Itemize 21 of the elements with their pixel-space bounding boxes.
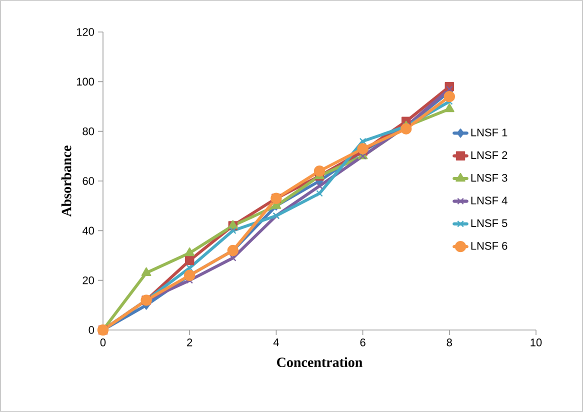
x-tick-label: 10 bbox=[530, 338, 542, 346]
y-tick-label: 0 bbox=[88, 326, 94, 334]
x-axis-title: Concentration bbox=[277, 357, 362, 368]
legend-label: LNSF 6 bbox=[471, 242, 508, 250]
y-axis-title: Absorbance bbox=[61, 146, 72, 217]
x-tick-label: 2 bbox=[187, 338, 192, 346]
y-tick-label: 40 bbox=[82, 226, 94, 235]
y-tick-label: 120 bbox=[76, 28, 94, 36]
legend-label: LNSF 2 bbox=[471, 151, 508, 160]
legend-label: LNSF 3 bbox=[471, 174, 508, 182]
legend-label: LNSF 4 bbox=[471, 196, 508, 204]
legend-label: LNSF 5 bbox=[471, 219, 508, 228]
legend-label: LNSF 1 bbox=[471, 128, 508, 136]
y-tick-label: 100 bbox=[76, 78, 94, 86]
x-tick-label: 6 bbox=[360, 338, 366, 346]
y-tick-label: 60 bbox=[82, 177, 94, 185]
y-tick-label: 80 bbox=[82, 127, 94, 136]
x-tick-label: 8 bbox=[446, 338, 452, 346]
x-tick-label: 4 bbox=[273, 338, 279, 346]
y-tick-label: 20 bbox=[82, 276, 94, 284]
x-tick-label: 0 bbox=[100, 338, 106, 346]
